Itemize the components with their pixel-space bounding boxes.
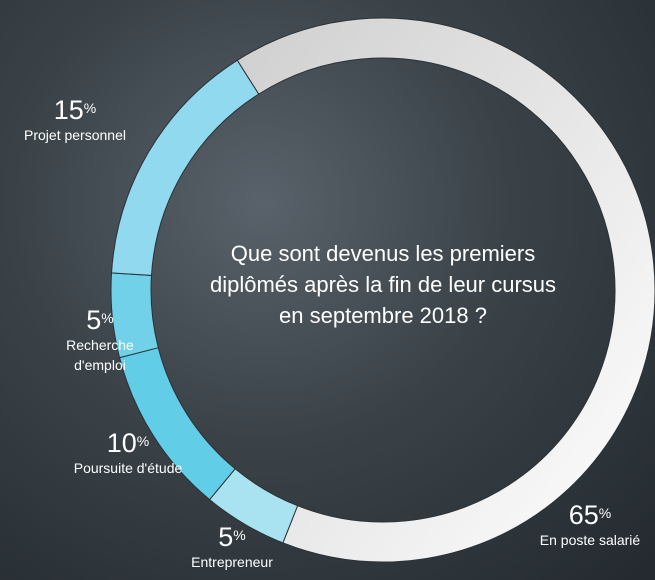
data-label: 15% Projet personnel bbox=[0, 95, 150, 145]
value-label: 15% bbox=[53, 95, 97, 125]
category-label: Recherche d'emploi bbox=[66, 337, 134, 373]
value-label: 65% bbox=[568, 500, 612, 530]
data-label: 65% En poste salarié bbox=[525, 500, 655, 550]
value-label: 10% bbox=[106, 428, 150, 458]
category-label: Entrepreneur bbox=[191, 554, 273, 570]
data-label: 5% Recherche d'emploi bbox=[60, 305, 140, 375]
donut-segment bbox=[236, 17, 655, 563]
category-label: Poursuite d'étude bbox=[73, 460, 183, 476]
value-label: 5% bbox=[86, 305, 114, 335]
chart-title: Que sont devenus les premiers diplômés a… bbox=[209, 241, 557, 328]
category-label: En poste salarié bbox=[539, 532, 641, 548]
category-label: Projet personnel bbox=[24, 127, 126, 143]
donut-segment bbox=[111, 59, 260, 276]
value-label: 5% bbox=[218, 522, 246, 552]
data-label: 5% Entrepreneur bbox=[172, 522, 292, 572]
data-label: 10% Poursuite d'étude bbox=[53, 428, 203, 478]
